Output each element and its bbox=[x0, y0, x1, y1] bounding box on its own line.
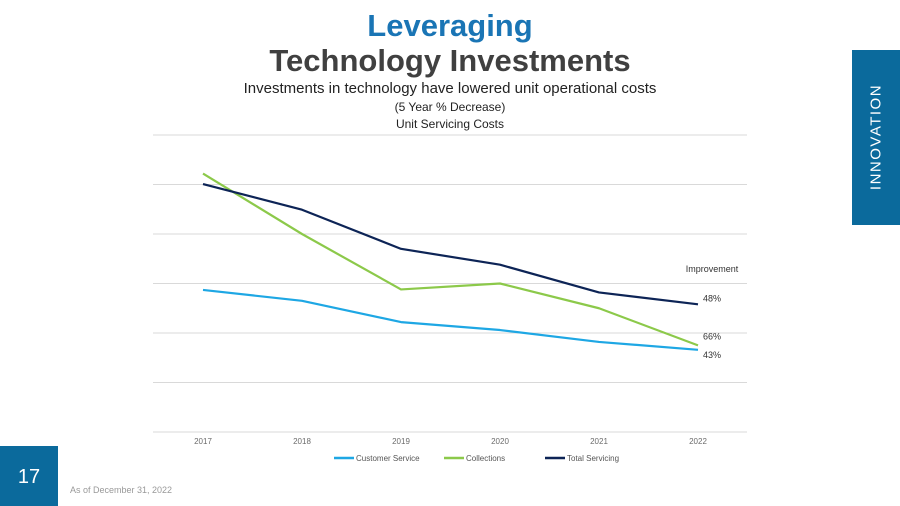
page-number-box: 17 bbox=[0, 446, 58, 506]
x-tick-label: 2019 bbox=[392, 437, 410, 446]
x-tick-label: 2020 bbox=[491, 437, 509, 446]
x-tick-label: 2022 bbox=[689, 437, 707, 446]
end-label-total-servicing: 48% bbox=[703, 293, 721, 303]
chart-title: Unit Servicing Costs bbox=[395, 117, 505, 131]
footnote: As of December 31, 2022 bbox=[70, 485, 173, 495]
slide-title-accent: Leveraging bbox=[367, 8, 533, 43]
slide-title: Technology Investments bbox=[269, 43, 631, 78]
x-tick-label: 2017 bbox=[194, 437, 212, 446]
end-label-collections: 66% bbox=[703, 331, 721, 341]
innovation-side-tab: INNOVATION bbox=[852, 50, 900, 225]
legend-label: Collections bbox=[466, 454, 505, 463]
x-tick-label: 2021 bbox=[590, 437, 608, 446]
improvement-annotation: Improvement bbox=[686, 264, 739, 274]
series-line-collections bbox=[202, 172, 699, 347]
end-label-customer-service: 43% bbox=[703, 350, 721, 360]
slide-subtitle: Investments in technology have lowered u… bbox=[243, 80, 657, 97]
series-line-total-servicing bbox=[202, 182, 699, 306]
legend-label: Total Servicing bbox=[567, 454, 619, 463]
slide-subnote: (5 Year % Decrease) bbox=[394, 100, 506, 114]
page-number: 17 bbox=[17, 466, 41, 488]
x-tick-label: 2018 bbox=[293, 437, 311, 446]
series-line-customer-service bbox=[202, 288, 699, 351]
legend-label: Customer Service bbox=[356, 454, 420, 463]
